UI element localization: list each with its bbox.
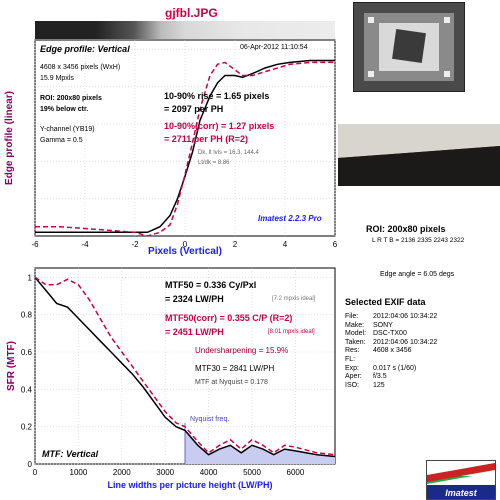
exif-row: FL:	[345, 356, 437, 365]
mtf50-line-2: = 2324 LW/PH	[165, 294, 224, 304]
edge-ylabel: Edge profile (linear)	[4, 91, 15, 185]
x-tick-label: 2	[233, 240, 238, 249]
series-line-1	[34, 276, 336, 456]
exif-row: Exp: 0.017 s (1/60)	[345, 365, 437, 374]
exif-key: FL:	[345, 355, 356, 363]
exif-key: Make:	[345, 321, 365, 329]
levels-line-2: Lt/dk = 8.86	[198, 160, 230, 166]
mtf-xlabel: Line widths per picture height (LW/PH)	[107, 480, 272, 490]
undersharpening: Undersharpening = 15.9%	[195, 346, 289, 355]
y-tick-label: 1	[28, 273, 33, 282]
roi-image	[338, 124, 500, 186]
file-title: gjfbl.JPG	[165, 6, 218, 20]
y-tick-label: 0.4	[21, 385, 33, 394]
mtf50-ideal: [7.2 mpxls ideal]	[272, 296, 316, 302]
x-tick-label: 4000	[200, 468, 218, 477]
exif-key: Res:	[345, 347, 360, 355]
exif-key: Model:	[345, 330, 367, 338]
exif-row: Aper: f/3.5	[345, 373, 437, 382]
mtf50-corr-2: = 2451 LW/PH	[165, 327, 224, 337]
exif-row: Res: 4608 x 3456	[345, 347, 437, 356]
rise-line-1: 10-90% rise = 1.65 pixels	[164, 91, 270, 101]
y-tick-label: 0.2	[21, 423, 33, 432]
edge-info-2: 15.9 Mpxls	[40, 75, 74, 82]
corr-line-1: 10-90%(corr) = 1.27 pixels	[164, 121, 275, 131]
corr-line-2: = 2711 per PH (R=2)	[164, 134, 249, 144]
mtf-chart: 0 1000 2000 3000 4000 5000 600000.20.40.60.81 …	[6, 267, 336, 490]
exif-key: Aper:	[345, 373, 362, 381]
mtf-title: MTF: Vertical	[42, 449, 99, 459]
x-tick-label: 6000	[287, 468, 305, 477]
roi-lrtb: L R T B = 2136 2335 2243 2322	[372, 237, 465, 244]
y-tick-label: 0.8	[21, 311, 33, 320]
series-line-1	[35, 61, 335, 237]
edge-channel-2: Gamma = 0.5	[40, 137, 83, 144]
edge-gradient-strip	[35, 21, 335, 39]
exif-value: 4608 x 3456	[373, 347, 412, 355]
nyquist-area	[185, 430, 335, 464]
exif-key: ISO:	[345, 381, 360, 389]
roi-title: ROI: 200x80 pixels	[366, 224, 446, 234]
y-tick-label: 0	[28, 460, 33, 469]
y-tick-label: 0.6	[21, 348, 33, 357]
exif-row: Model: DSC-TX00	[345, 330, 437, 339]
mtf50-line-1: MTF50 = 0.336 Cy/Pxl	[165, 280, 257, 290]
x-tick-label: 6	[333, 240, 338, 249]
x-tick-label: 4	[283, 240, 288, 249]
x-tick-label: 2000	[113, 468, 131, 477]
edge-info-1: 4608 x 3456 pixels (WxH)	[40, 64, 121, 71]
exif-value: 0.017 s (1/60)	[373, 364, 417, 372]
exif-row: Taken: 2012:04:06 10:34:22	[345, 339, 437, 348]
levels-line-1: Dk, lt lvls = 16.3, 144.4	[198, 150, 259, 156]
exif-row: File: 2012:04:06 10:34:22	[345, 313, 437, 322]
exif-value: 2012:04:06 10:34:22	[373, 313, 438, 320]
series-line-0	[34, 276, 336, 458]
exif-value: DSC-TX00	[373, 330, 407, 338]
mtf50-corr-1: MTF50(corr) = 0.355 C/P (R=2)	[165, 313, 293, 323]
edge-xlabel: Pixels (Vertical)	[148, 246, 222, 257]
edge-title: Edge profile: Vertical	[40, 44, 130, 54]
exif-row: ISO: 125	[345, 382, 437, 391]
x-tick-label: -6	[31, 240, 39, 249]
mtf-nyquist-value: MTF at Nyquist = 0.178	[195, 379, 268, 386]
mtf50-corr-ideal: [8.01 mpxls ideal]	[268, 329, 315, 335]
exif-value: SONY	[373, 321, 393, 329]
exif-list: File: 2012:04:06 10:34:22 Make: SONY Model: D…	[345, 313, 437, 390]
x-tick-label: 3000	[156, 468, 174, 477]
exif-value: 125	[373, 381, 385, 389]
x-tick-label: 5000	[243, 468, 261, 477]
imatest-version: Imatest 2.2.3 Pro	[258, 214, 322, 223]
x-tick-label: -4	[81, 240, 89, 249]
exif-value: 2012:04:06 10:34:22	[373, 338, 438, 346]
edge-angle: Edge angle = 6.05 degs	[380, 271, 455, 278]
edge-profile-chart: -6 -4 -2 0 2 4 6 Pixels (Vertical) Edge profil…	[4, 39, 338, 257]
exif-value: f/3.5	[373, 373, 387, 381]
x-tick-label: 0	[33, 468, 38, 477]
x-tick-label: 1000	[70, 468, 88, 477]
chart-thumbnail	[353, 2, 465, 92]
mtf-ylabel: SFR (MTF)	[6, 341, 17, 391]
exif-row: Make: SONY	[345, 322, 437, 331]
exif-key: Taken:	[345, 338, 366, 346]
x-tick-label: 0	[183, 240, 188, 249]
edge-roi-2: 19% below ctr.	[40, 106, 89, 113]
edge-channel-1: Y-channel (YB19)	[40, 126, 95, 133]
mtf30: MTF30 = 2841 LW/PH	[195, 364, 275, 373]
edge-roi-1: ROI: 200x80 pixels	[40, 95, 102, 102]
imatest-logo-text: Imatest	[445, 488, 477, 498]
nyquist-label: Nyquist freq.	[190, 416, 230, 423]
exif-key: File:	[345, 313, 359, 320]
edge-date: 06-Apr-2012 11:10:54	[240, 44, 308, 51]
rise-line-2: = 2097 per PH	[164, 104, 224, 114]
imatest-logo: Imatest	[426, 460, 496, 500]
x-tick-label: -2	[131, 240, 139, 249]
exif-key: Exp:	[345, 364, 360, 372]
exif-title: Selected EXIF data	[345, 297, 426, 307]
